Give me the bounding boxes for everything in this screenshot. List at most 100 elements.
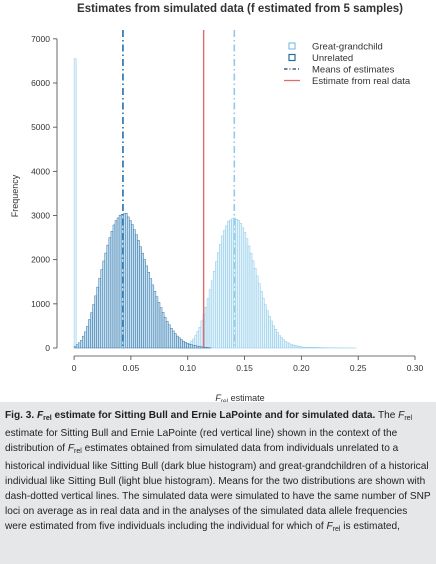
histogram-bar <box>98 278 101 349</box>
histogram-bar <box>196 331 200 349</box>
bars-layer <box>73 58 357 349</box>
histogram-bar <box>229 219 232 349</box>
histogram-bar <box>190 344 193 349</box>
caption-body-sub2: rel <box>74 448 82 455</box>
histogram-bar <box>198 327 202 349</box>
histogram-bar <box>290 344 294 349</box>
histogram-bar <box>280 337 283 349</box>
caption-body-sub3: rel <box>332 526 341 533</box>
histogram-bar <box>249 252 253 349</box>
legend-label: Great-grandchild <box>312 42 383 53</box>
x-axis-label-f: F <box>215 393 221 402</box>
histogram-bar <box>116 217 120 349</box>
histogram-bar <box>272 325 275 349</box>
histogram-bar <box>268 315 271 349</box>
histogram-bar <box>235 219 238 349</box>
histogram-bar <box>245 238 249 349</box>
histogram-bar <box>161 312 165 349</box>
legend-item: Means of estimates <box>284 65 395 76</box>
histogram-bar <box>100 269 103 349</box>
legend-item: Great-grandchild <box>288 42 383 53</box>
histogram-bar <box>73 58 77 349</box>
histogram-bar <box>266 310 269 349</box>
y-tick-label: 6000 <box>31 78 50 88</box>
caption-body-f3: F <box>326 521 333 532</box>
histogram-bar <box>302 346 306 349</box>
histogram-bar <box>300 346 304 349</box>
histogram-bar <box>262 298 265 349</box>
caption-body-f2: F <box>67 443 75 454</box>
y-axis-label: Frequency <box>10 174 20 217</box>
caption-head-rest: estimate for Sitting Bull and Ernie LaPo… <box>51 410 376 421</box>
histogram-bar <box>212 271 216 349</box>
caption-body-4: is estimated, <box>340 521 400 532</box>
histogram-bar <box>108 237 112 349</box>
histogram-bar <box>170 328 173 349</box>
histogram-bar <box>106 244 110 349</box>
legend-item: Estimate from real data <box>284 76 411 87</box>
y-tick-label: 2000 <box>31 255 50 265</box>
caption-body-f1: F <box>398 410 405 421</box>
vertical-lines-layer <box>122 30 236 348</box>
histogram-bar <box>131 224 134 349</box>
histogram-bar <box>82 335 85 349</box>
histogram-bar <box>270 320 273 349</box>
histogram-bar <box>165 321 169 349</box>
histogram-bar <box>286 342 290 349</box>
histogram-bar <box>253 268 257 349</box>
histogram-bar <box>194 345 198 349</box>
histogram-bar <box>311 347 314 349</box>
histogram-bar <box>309 347 312 349</box>
histogram-bar <box>313 347 316 349</box>
caption-body-1: The <box>375 410 399 421</box>
histogram-bar <box>186 343 189 349</box>
axes-layer: 0 1000 2000 3000 4000 5000 6000 7000 0 0.05 0.10 0.… <box>31 34 423 373</box>
caption-fig-label: Fig. 3. <box>5 410 35 421</box>
histogram-bar <box>157 302 161 349</box>
histogram-bar <box>196 345 200 349</box>
histogram-bar <box>204 347 208 349</box>
histogram-bar <box>77 342 81 349</box>
x-tick-label: 0.10 <box>179 363 196 373</box>
histogram-bar <box>223 230 226 349</box>
histogram-bar <box>151 284 155 349</box>
caption-text: Fig. 3. Frel estimate for Sitting Bull a… <box>5 408 431 537</box>
histogram-bar <box>255 275 259 349</box>
histogram-bar <box>174 333 177 349</box>
histogram-bar <box>237 220 241 349</box>
histogram-bar <box>147 271 151 349</box>
y-tick-label: 1000 <box>31 299 50 309</box>
x-axis-label-rest: estimate <box>228 393 265 402</box>
x-axis-label: Frel estimate <box>215 393 264 402</box>
histogram-bar <box>84 331 87 349</box>
caption-body-2: estimate for Sitting Bull and Ernie LaPo… <box>5 428 398 454</box>
histogram-bar <box>141 252 144 349</box>
legend-label: Estimate from real data <box>312 76 411 87</box>
y-tick-label: 0 <box>45 343 50 353</box>
legend-item: Unrelated <box>288 53 353 64</box>
histogram-bar <box>114 220 118 349</box>
histogram-bar <box>225 225 228 349</box>
histogram-bar <box>276 332 279 349</box>
histogram-bar <box>96 286 99 349</box>
histogram-bar <box>143 259 146 349</box>
histogram-bar <box>73 346 77 349</box>
histogram-bar <box>118 214 122 349</box>
histogram-bar <box>110 231 114 349</box>
histogram-bar <box>260 291 263 349</box>
histogram-bar <box>200 346 204 349</box>
histogram-bar <box>198 346 202 349</box>
histogram-bar <box>184 342 187 349</box>
histogram-bar <box>145 265 148 349</box>
histogram-bar <box>102 260 106 349</box>
y-tick-label: 7000 <box>31 34 50 44</box>
x-tick-label: 0.15 <box>236 363 253 373</box>
histogram-bar <box>137 240 140 349</box>
legend-swatch <box>288 42 296 50</box>
histogram-bar <box>104 252 108 349</box>
histogram-bar <box>241 227 245 349</box>
caption-head-f: F <box>36 410 44 421</box>
histogram-bar <box>149 278 153 349</box>
histogram-bar <box>284 341 288 349</box>
